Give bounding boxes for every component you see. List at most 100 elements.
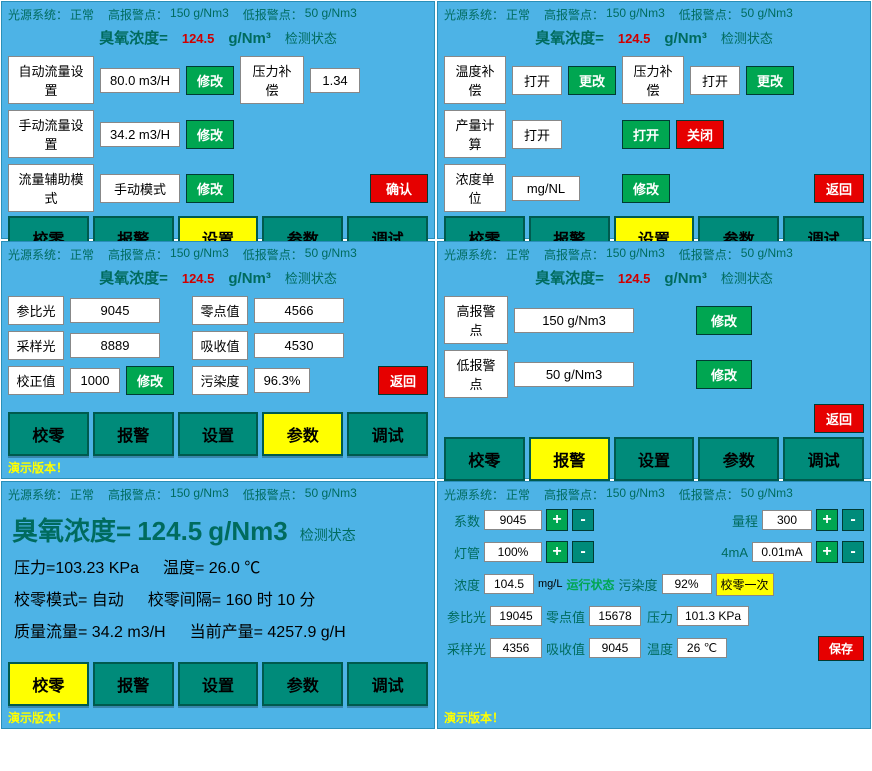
manual-flow-modify-button[interactable]: 修改	[186, 120, 234, 149]
ref-light-value: 9045	[70, 298, 160, 323]
ozone-big-value: 124.5	[137, 516, 202, 547]
close-button[interactable]: 关闭	[676, 120, 724, 149]
tab-alarm[interactable]: 报警	[93, 412, 174, 456]
coef-minus-button[interactable]: -	[572, 509, 594, 531]
temp-comp-value[interactable]: 打开	[512, 66, 562, 95]
high-alarm-value[interactable]: 150 g/Nm3	[514, 308, 634, 333]
ref-light-label: 参比光	[8, 296, 64, 325]
low-alarm-value[interactable]: 50 g/Nm3	[514, 362, 634, 387]
tab-params[interactable]: 参数	[698, 437, 779, 481]
lamp-plus-button[interactable]: +	[546, 541, 568, 563]
run-status: 运行状态	[566, 576, 614, 593]
ref-light-value: 19045	[490, 606, 542, 626]
tab-zero[interactable]: 校零	[444, 437, 525, 481]
ozone-big-unit: g/Nm3	[208, 516, 287, 547]
tabbar: 校零 报警 设置 参数 调试	[8, 412, 428, 456]
tab-debug[interactable]: 调试	[347, 412, 428, 456]
tab-settings[interactable]: 设置	[614, 437, 695, 481]
pressure-value: 101.3 KPa	[677, 606, 749, 626]
tab-debug[interactable]: 调试	[347, 662, 428, 706]
auto-flow-value[interactable]: 80.0 m3/H	[100, 68, 180, 93]
4ma-value[interactable]: 0.01mA	[752, 542, 812, 562]
press-comp-label: 压力补偿	[622, 56, 684, 104]
lamp-minus-button[interactable]: -	[572, 541, 594, 563]
range-label: 量程	[722, 511, 758, 530]
yield-calc-value[interactable]: 打开	[512, 120, 562, 149]
conc-unit-value[interactable]: mg/NL	[512, 176, 580, 201]
back-button[interactable]: 返回	[814, 404, 864, 433]
tab-alarm[interactable]: 报警	[93, 662, 174, 706]
low-alarm-modify-button[interactable]: 修改	[696, 360, 752, 389]
pollution-label: 污染度	[192, 366, 248, 395]
confirm-button[interactable]: 确认	[370, 174, 428, 203]
temp-comp-change-button[interactable]: 更改	[568, 66, 616, 95]
coef-value[interactable]: 9045	[484, 510, 542, 530]
topbar: 光源系统：正常 高报警点：150 g/Nm3 低报警点：50 g/Nm3	[444, 486, 864, 503]
back-button[interactable]: 返回	[814, 174, 864, 203]
temp-comp-label: 温度补偿	[444, 56, 506, 104]
correct-modify-button[interactable]: 修改	[126, 366, 174, 395]
tab-alarm[interactable]: 报警	[529, 437, 610, 481]
conc-unit-label: 浓度单位	[444, 164, 506, 212]
tab-settings[interactable]: 设置	[178, 662, 259, 706]
open-button[interactable]: 打开	[622, 120, 670, 149]
sample-light-label: 采样光	[444, 639, 486, 658]
coef-plus-button[interactable]: +	[546, 509, 568, 531]
auto-flow-label: 自动流量设置	[8, 56, 94, 104]
sample-light-value: 8889	[70, 333, 160, 358]
absorb-value: 4530	[254, 333, 344, 358]
press-comp-change-button[interactable]: 更改	[746, 66, 794, 95]
ozone-big-label: 臭氧浓度=	[12, 511, 131, 548]
low-alarm-label: 低报警点	[444, 350, 508, 398]
back-button[interactable]: 返回	[378, 366, 428, 395]
high-alarm-modify-button[interactable]: 修改	[696, 306, 752, 335]
tab-zero[interactable]: 校零	[8, 662, 89, 706]
demo-label: 演示版本！	[444, 709, 864, 726]
flow-mode-modify-button[interactable]: 修改	[186, 174, 234, 203]
4ma-plus-button[interactable]: +	[816, 541, 838, 563]
range-plus-button[interactable]: +	[816, 509, 838, 531]
pressure-comp-value[interactable]: 1.34	[310, 68, 360, 93]
auto-flow-modify-button[interactable]: 修改	[186, 66, 234, 95]
yield-calc-label: 产量计算	[444, 110, 506, 158]
manual-flow-value[interactable]: 34.2 m3/H	[100, 122, 180, 147]
range-minus-button[interactable]: -	[842, 509, 864, 531]
lamp-label: 灯管	[444, 543, 480, 562]
tab-zero[interactable]: 校零	[8, 412, 89, 456]
conc-unit-modify-button[interactable]: 修改	[622, 174, 670, 203]
pollution-label: 污染度	[618, 575, 657, 594]
tabbar: 校零 报警 设置 参数 调试	[8, 662, 428, 706]
pressure-comp-label: 压力补偿	[240, 56, 304, 104]
absorb-label: 吸收值	[546, 639, 585, 658]
coef-label: 系数	[444, 511, 480, 530]
tab-params[interactable]: 参数	[262, 412, 343, 456]
topbar: 光源系统：正常 高报警点：150 g/Nm3 低报警点：50 g/Nm3	[8, 486, 428, 503]
correct-value[interactable]: 1000	[70, 368, 120, 393]
ozone-title: 臭氧浓度= 124.5 g/Nm³ 检测状态	[8, 267, 428, 290]
ref-light-label: 参比光	[444, 607, 486, 626]
demo-label: 演示版本！	[8, 709, 428, 726]
range-value[interactable]: 300	[762, 510, 812, 530]
tab-settings[interactable]: 设置	[178, 412, 259, 456]
pressure-label: 压力	[645, 607, 673, 626]
flow-mode-value[interactable]: 手动模式	[100, 174, 180, 203]
temp-value: 26 ℃	[677, 638, 727, 658]
correct-label: 校正值	[8, 366, 64, 395]
4ma-minus-button[interactable]: -	[842, 541, 864, 563]
absorb-value: 9045	[589, 638, 641, 658]
4ma-label: 4mA	[712, 545, 748, 560]
lamp-value[interactable]: 100%	[484, 542, 542, 562]
info-line-1: 压力=103.23 KPa温度= 26.0 ℃	[14, 554, 428, 578]
tab-params[interactable]: 参数	[262, 662, 343, 706]
panel-settings-2: 光源系统：正常 高报警点：150 g/Nm3 低报警点：50 g/Nm3 臭氧浓…	[437, 1, 871, 239]
detect-status: 检测状态	[300, 525, 356, 545]
topbar: 光源系统：正常 高报警点：150 g/Nm3 低报警点：50 g/Nm3	[444, 246, 864, 263]
press-comp-value[interactable]: 打开	[690, 66, 740, 95]
tab-debug[interactable]: 调试	[783, 437, 864, 481]
demo-label: 演示版本！	[8, 459, 428, 476]
zero-once-button[interactable]: 校零一次	[716, 573, 774, 596]
pollution-value: 96.3%	[254, 368, 310, 393]
ozone-title: 臭氧浓度= 124.5 g/Nm³ 检测状态	[444, 27, 864, 50]
high-alarm-label: 高报警点	[444, 296, 508, 344]
save-button[interactable]: 保存	[818, 636, 864, 661]
